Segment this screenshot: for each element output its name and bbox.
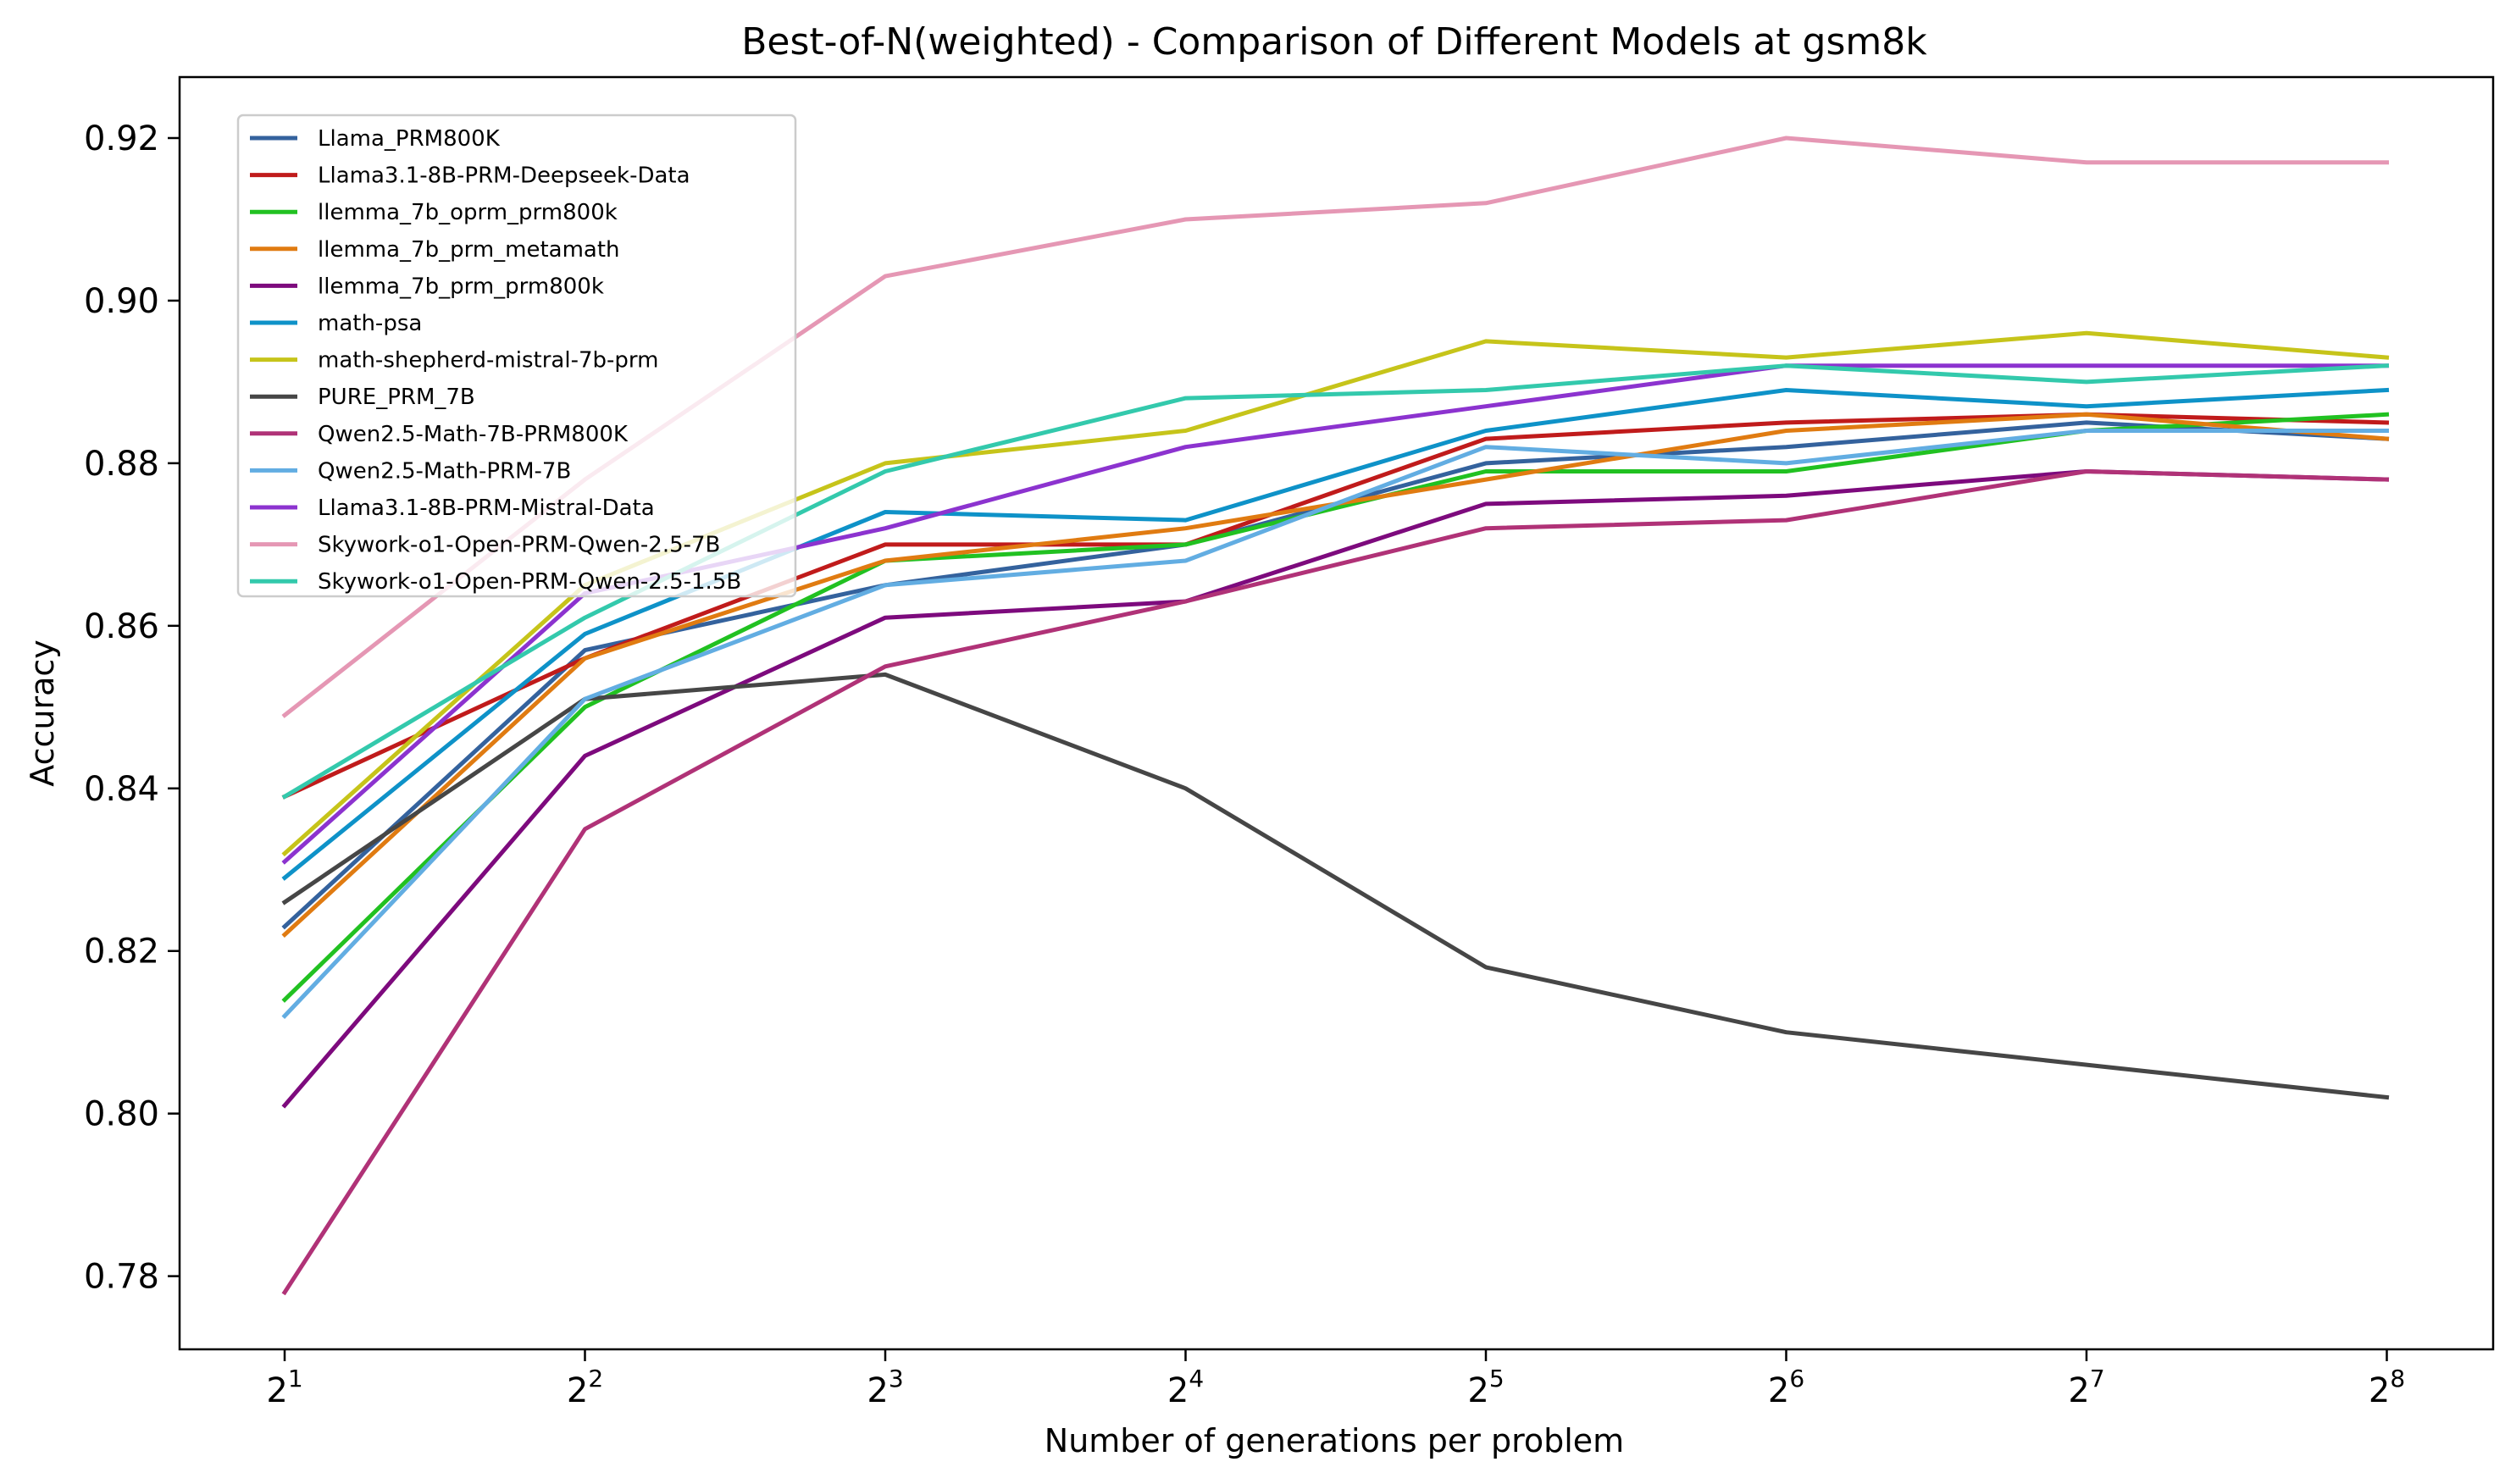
y-tick-label: 0.82 <box>84 933 159 972</box>
legend-label: Skywork-o1-Open-PRM-Qwen-2.5-1.5B <box>318 569 741 595</box>
legend-label: math-psa <box>318 311 422 336</box>
x-tick-label: 27 <box>2068 1365 2104 1410</box>
x-axis-label: Number of generations per problem <box>1045 1422 1624 1459</box>
legend-label: Llama3.1-8B-PRM-Deepseek-Data <box>318 163 690 189</box>
x-tick-label: 23 <box>867 1365 903 1410</box>
y-axis-label: Accuracy <box>24 640 61 787</box>
legend-label: llemma_7b_prm_metamath <box>318 237 620 263</box>
series-layer <box>281 136 2390 1296</box>
legend-label: Qwen2.5-Math-7B-PRM800K <box>318 422 629 447</box>
x-tick-label: 21 <box>266 1365 302 1410</box>
x-tick-label: 25 <box>1467 1365 1504 1410</box>
legend-label: PURE_PRM_7B <box>318 385 475 410</box>
series-line-8 <box>281 672 2390 1100</box>
legend-label: Llama_PRM800K <box>318 126 501 152</box>
y-tick-label: 0.92 <box>84 119 159 158</box>
y-tick-label: 0.78 <box>84 1258 159 1297</box>
y-tick-label: 0.80 <box>84 1095 159 1134</box>
axes-layer <box>178 75 2495 1351</box>
series-line-6 <box>281 387 2390 881</box>
y-tick-label: 0.84 <box>84 770 159 809</box>
y-tick-label: 0.86 <box>84 607 159 646</box>
x-tick-label: 22 <box>567 1365 603 1410</box>
x-tick-label: 24 <box>1167 1365 1204 1410</box>
chart-title: Best-of-N(weighted) - Comparison of Diff… <box>741 20 1927 64</box>
series-line-9 <box>281 469 2390 1296</box>
legend: Llama_PRM800K Llama3.1-8B-PRM-Deepseek-Da… <box>236 114 797 598</box>
legend-label: Skywork-o1-Open-PRM-Qwen-2.5-7B <box>318 533 720 558</box>
legend-box <box>236 114 797 598</box>
legend-label: llemma_7b_prm_prm800k <box>318 274 604 299</box>
legend-label: math-shepherd-mistral-7b-prm <box>318 348 658 374</box>
y-tick-label: 0.90 <box>84 282 159 321</box>
y-axis-ticks: 0.78 0.80 0.82 0.84 0.86 0.88 0.90 0.92 <box>84 119 180 1297</box>
series-line-5 <box>281 469 2390 1109</box>
legend-label: llemma_7b_oprm_prm800k <box>318 200 618 225</box>
x-tick-label: 26 <box>1768 1365 1804 1410</box>
x-tick-label: 28 <box>2369 1365 2405 1410</box>
y-tick-label: 0.88 <box>84 445 159 484</box>
plot-frame <box>178 75 2495 1351</box>
x-axis-ticks: 21 22 23 24 25 26 27 28 <box>266 1349 2405 1410</box>
series-line-10 <box>281 429 2389 1020</box>
legend-label: Qwen2.5-Math-PRM-7B <box>318 458 571 484</box>
legend-label: Llama3.1-8B-PRM-Mistral-Data <box>318 496 655 521</box>
